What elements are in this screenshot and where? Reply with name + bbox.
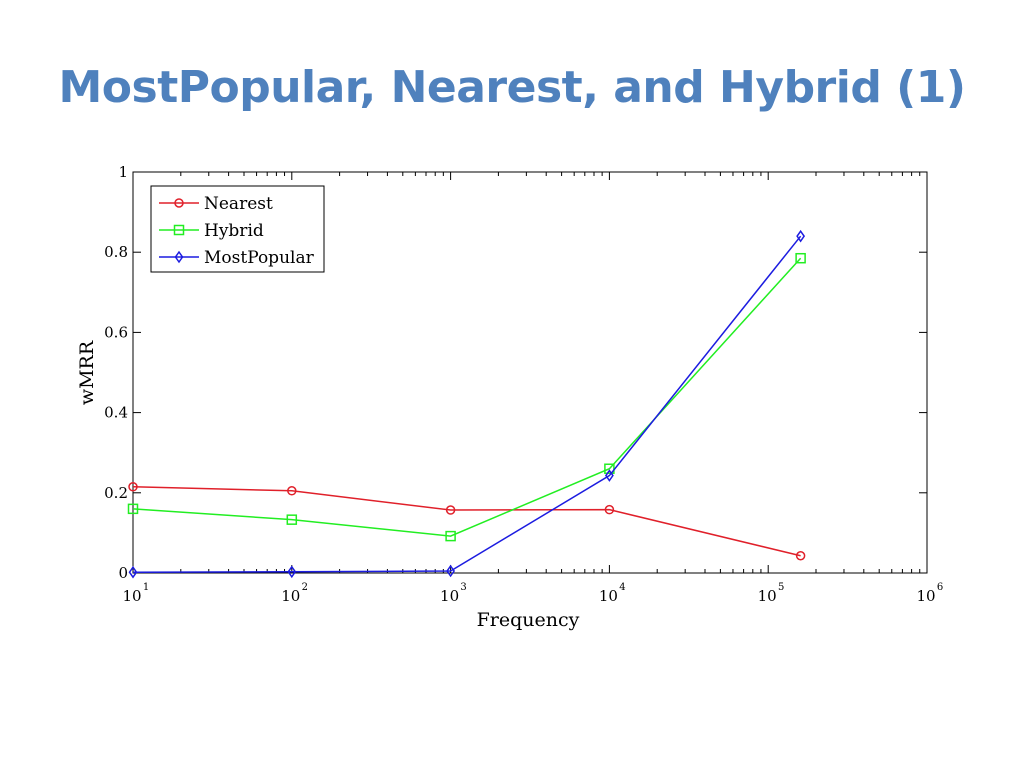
series-line: [132, 235, 802, 573]
plot-area: [132, 171, 928, 574]
legend-item: Hybrid: [159, 221, 264, 241]
y-tick-label: 0.4: [104, 404, 128, 422]
slide-title: MostPopular, Nearest, and Hybrid (1): [58, 62, 967, 113]
y-tick-label: 0.8: [104, 243, 128, 261]
x-axis-label: Frequency: [477, 609, 580, 631]
data-point: [174, 250, 184, 264]
legend-item: Nearest: [159, 194, 273, 214]
x-tick-label: 10: [916, 587, 935, 605]
y-tick-label: 0: [118, 564, 128, 582]
series-hybrid: [127, 252, 806, 542]
data-point: [445, 505, 456, 515]
y-tick-label: 0.2: [104, 484, 128, 502]
plot-frame: [132, 171, 928, 574]
data-point: [796, 229, 806, 243]
series-mostpopular: [128, 229, 806, 579]
data-point: [445, 530, 456, 542]
data-point: [604, 469, 614, 482]
y-tick-label: 1: [118, 163, 128, 181]
legend-label: Nearest: [204, 194, 273, 214]
x-tick-exponent: 1: [143, 582, 149, 593]
legend-label: MostPopular: [204, 248, 315, 268]
legend-item: MostPopular: [159, 248, 315, 268]
data-point: [127, 503, 139, 515]
data-point: [446, 564, 456, 578]
x-tick-exponent: 2: [302, 582, 308, 593]
series-line: [132, 257, 802, 537]
y-axis-label: wMRR: [76, 340, 98, 405]
data-point: [128, 565, 138, 579]
x-tick-exponent: 4: [619, 582, 625, 593]
legend-label: Hybrid: [204, 221, 264, 241]
x-tick-exponent: 3: [460, 582, 466, 593]
series-line: [132, 486, 801, 557]
x-tick-label: 10: [758, 587, 777, 605]
data-point: [287, 486, 297, 496]
data-point: [128, 482, 138, 492]
data-point: [173, 224, 185, 236]
data-point: [286, 514, 298, 525]
y-ticks: 0 0.2 0.4 0.6 0.8 1: [104, 163, 927, 582]
data-point: [174, 198, 184, 208]
x-tick-exponent: 6: [937, 582, 943, 593]
x-tick-label: 10: [599, 587, 618, 605]
data-point: [604, 504, 615, 515]
x-tick-exponent: 5: [778, 582, 784, 593]
data-point: [795, 252, 806, 264]
y-tick-label: 0.6: [104, 323, 128, 341]
data-point: [287, 565, 297, 579]
data-point: [795, 551, 806, 561]
x-tick-label: 10: [440, 587, 459, 605]
x-tick-label: 10: [122, 587, 141, 605]
series-nearest: [128, 482, 806, 561]
legend: Nearest Hybrid MostPopular: [150, 185, 325, 273]
series-layer: [127, 229, 806, 579]
x-tick-label: 10: [281, 587, 300, 605]
